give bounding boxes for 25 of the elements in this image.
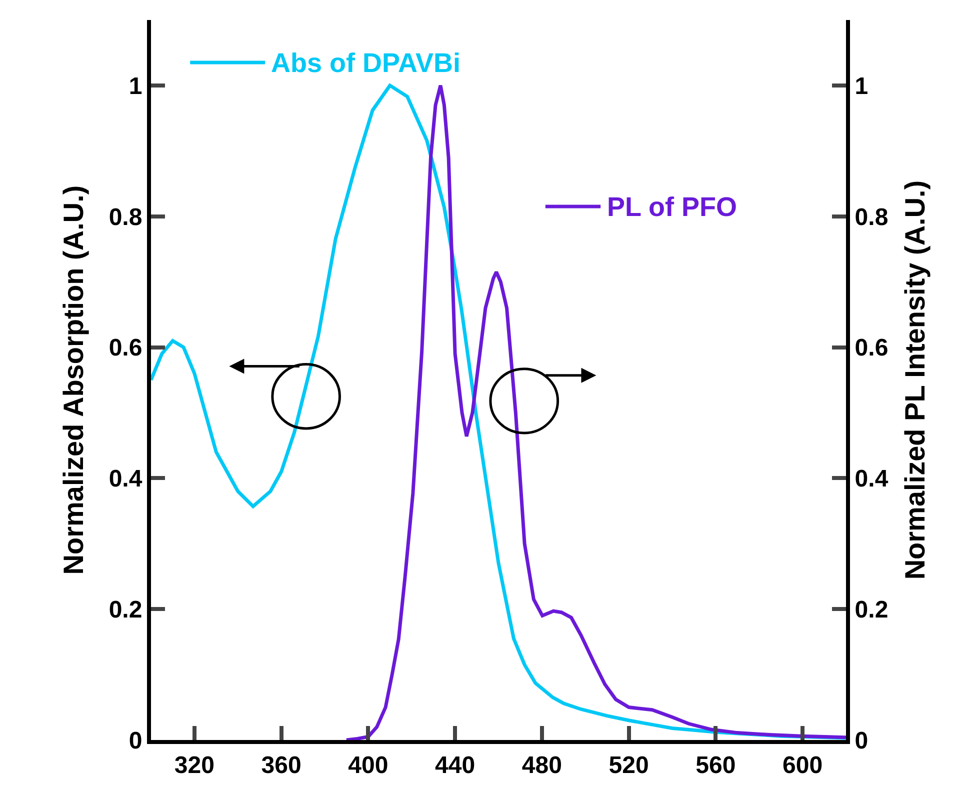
y-tick-label: 0.4: [108, 466, 143, 493]
x-tick-label: 560: [696, 752, 736, 779]
x-tick-label: 320: [174, 752, 214, 779]
y2-axis-title: Normalized PL Intensity (A.U.): [899, 180, 930, 580]
y-tick-label: 1: [128, 72, 142, 100]
line-series: [344, 84, 846, 740]
y2-tick-label: 0.2: [854, 596, 888, 624]
y2-tick-label: 0.8: [854, 204, 888, 231]
legend-label: Abs of DPAVBi: [271, 48, 461, 78]
x-tick-label: 360: [261, 752, 302, 779]
y-tick-label: 0.2: [108, 596, 142, 624]
legend-label: PL of PFO: [607, 192, 738, 222]
y-tick-label: 0.6: [108, 334, 142, 362]
x-tick-label: 520: [608, 752, 649, 779]
y-axis-title: Normalized Absorption (A.U.): [58, 185, 90, 575]
x-tick-label: 480: [522, 752, 562, 779]
y2-tick-label: 1: [854, 72, 868, 100]
y2-tick-label: 0: [854, 727, 868, 754]
x-tick-label: 600: [782, 752, 823, 779]
y2-tick-label: 0.6: [854, 334, 888, 362]
y-tick-label: 0: [128, 727, 142, 754]
y2-tick-label: 0.4: [854, 466, 889, 493]
x-tick-label: 400: [348, 752, 388, 779]
x-tick-label: 440: [435, 752, 476, 779]
y-tick-label: 0.8: [108, 204, 142, 231]
